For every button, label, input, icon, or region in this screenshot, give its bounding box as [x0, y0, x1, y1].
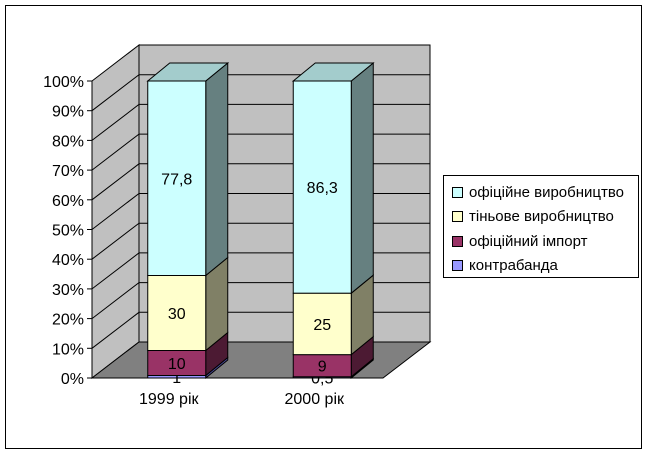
bar-side [350, 61, 374, 295]
y-tick-label: 40% [52, 252, 84, 269]
y-tick-label: 50% [52, 223, 84, 240]
legend-item-shadow-production: тіньове виробництво [452, 205, 638, 230]
y-tick-label: 20% [52, 312, 84, 329]
data-label: 9 [318, 359, 327, 376]
data-label: 25 [313, 317, 331, 334]
x-category-label: 2000 рік [285, 391, 345, 408]
legend-label-official-production: офіційне виробництво [469, 183, 625, 201]
legend-item-official-import: офіційний імпорт [452, 229, 638, 254]
legend-label-contraband: контрабанда [469, 257, 558, 275]
legend-swatch-contraband [452, 260, 463, 272]
legend-label-official-import: офіційний імпорт [469, 232, 588, 250]
legend-swatch-official-import [452, 235, 463, 247]
bar-side [205, 61, 229, 277]
y-tick-label: 0% [61, 371, 84, 388]
data-label: 77,8 [161, 171, 192, 188]
bar-top [146, 62, 230, 82]
y-tick-label: 100% [43, 74, 84, 91]
bar-segment [147, 80, 207, 276]
legend-swatch-shadow-production [452, 211, 463, 223]
bar-top [291, 62, 375, 82]
legend-label-shadow-production: тіньове виробництво [469, 208, 614, 226]
y-tick-label: 70% [52, 163, 84, 180]
data-label: 10 [168, 356, 186, 373]
legend-item-contraband: контрабанда [452, 254, 638, 279]
x-category-label: 1999 рік [139, 391, 199, 408]
bar-segment [292, 292, 352, 356]
bar-segment [147, 350, 207, 376]
chart-floor [90, 341, 432, 379]
legend-item-official-production: офіційне виробництво [452, 180, 638, 205]
data-label: 86,3 [307, 180, 338, 197]
bar-segment [292, 80, 352, 294]
y-tick-label: 60% [52, 193, 84, 210]
chart-legend: офіційне виробництво тіньове виробництво… [443, 175, 639, 278]
data-label: 1 [172, 370, 181, 387]
y-tick-label: 30% [52, 282, 84, 299]
y-tick-label: 10% [52, 341, 84, 358]
y-tick-label: 80% [52, 133, 84, 150]
data-label: 30 [168, 306, 186, 323]
legend-swatch-official-production [452, 186, 463, 198]
y-tick-label: 90% [52, 104, 84, 121]
